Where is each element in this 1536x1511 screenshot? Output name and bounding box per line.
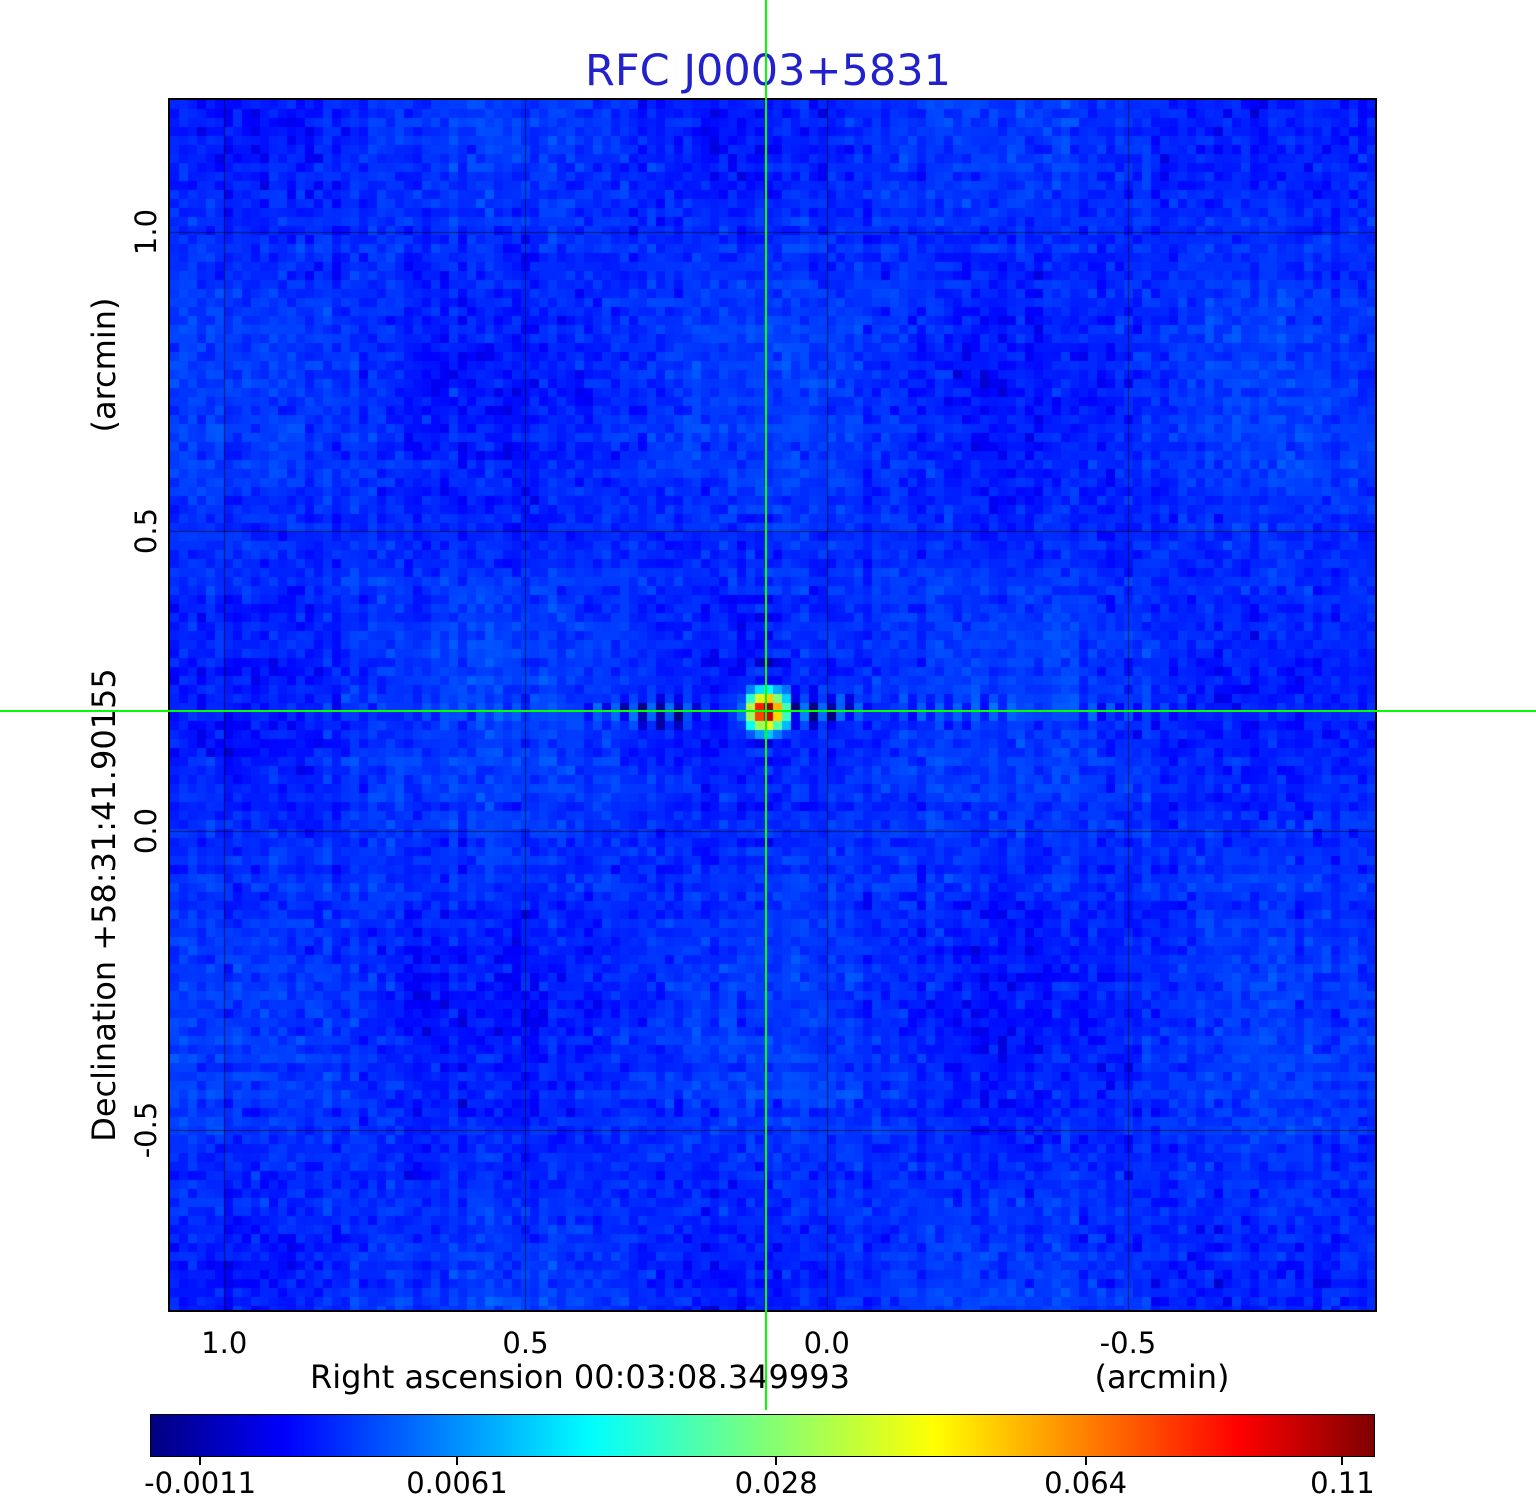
- plot-area: [168, 98, 1377, 1312]
- colorbar: [150, 1414, 1375, 1457]
- y-axis-unit-label: (arcmin): [85, 297, 123, 433]
- colorbar-tick-label: -0.0011: [144, 1466, 257, 1500]
- x-axis-title: Right ascension 00:03:08.349993: [310, 1358, 850, 1396]
- crosshair-horizontal-line: [0, 709, 1536, 712]
- crosshair-vertical-line: [765, 0, 768, 1410]
- x-tick-label: 0.0: [803, 1326, 850, 1360]
- colorbar-tick-label: 0.0061: [406, 1466, 508, 1500]
- colorbar-tick-label: 0.11: [1310, 1466, 1375, 1500]
- colorbar-tick: [775, 1456, 778, 1465]
- y-tick-label: -0.5: [129, 1102, 163, 1159]
- x-axis-unit-label: (arcmin): [1094, 1358, 1230, 1396]
- x-tick-label: 1.0: [201, 1326, 248, 1360]
- y-tick-label: 0.5: [129, 508, 163, 555]
- colorbar-tick-label: 0.064: [1044, 1466, 1128, 1500]
- figure-title: RFC J0003+5831: [585, 46, 951, 96]
- y-tick-label: 1.0: [129, 208, 163, 255]
- colorbar-tick-label: 0.028: [734, 1466, 818, 1500]
- colorbar-tick: [1341, 1456, 1344, 1465]
- y-axis-title: Declination +58:31:41.90155: [85, 668, 123, 1142]
- x-tick-label: -0.5: [1099, 1326, 1157, 1360]
- sky-map-canvas: [170, 100, 1375, 1310]
- colorbar-tick: [1084, 1456, 1087, 1465]
- y-tick-label: 0.0: [129, 807, 163, 854]
- colorbar-tick: [199, 1456, 202, 1465]
- colorbar-tick: [455, 1456, 458, 1465]
- x-tick-label: 0.5: [502, 1326, 549, 1360]
